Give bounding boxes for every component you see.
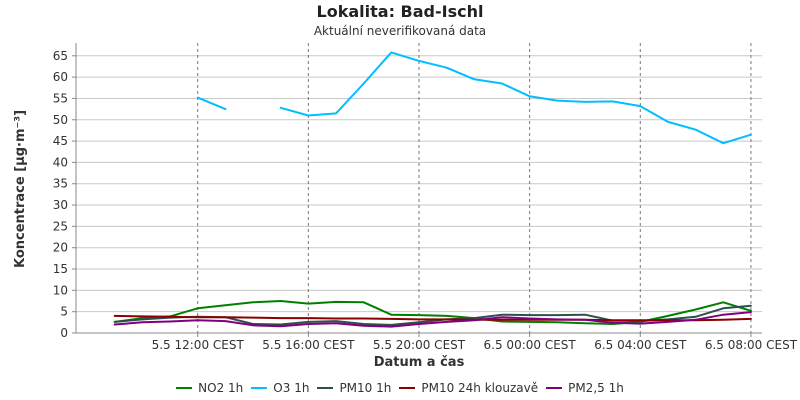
y-tick-label: 35 xyxy=(53,177,68,191)
series-pm2-5-1h xyxy=(113,311,752,328)
tick-labels: 0 5 10 15 20 25 30 35 40 45 50 55 60 65 5.5 12:00 CEST… xyxy=(53,49,798,352)
y-tick-label: 45 xyxy=(53,134,68,148)
chart-title: Lokalita: Bad-Ischl xyxy=(316,2,484,21)
y-tick-label: 20 xyxy=(53,241,68,255)
axes xyxy=(72,43,762,337)
x-tick-label: 5.5 16:00 CEST xyxy=(262,338,355,352)
series-line xyxy=(113,314,752,322)
legend-item: PM10 1h xyxy=(317,381,391,395)
series-lines xyxy=(113,51,752,328)
y-tick-label: 50 xyxy=(53,113,68,127)
series-line xyxy=(196,51,752,145)
x-tick-label: 6.5 00:00 CEST xyxy=(484,338,577,352)
legend-label: PM10 24h klouzavě xyxy=(421,380,539,395)
legend-swatch xyxy=(546,387,563,389)
y-tick-label: 60 xyxy=(53,70,68,84)
y-tick-label: 30 xyxy=(53,198,68,212)
series-line xyxy=(113,311,752,328)
legend-swatch xyxy=(399,387,416,389)
legend-label: O3 1h xyxy=(273,380,310,395)
y-tick-label: 5 xyxy=(60,305,68,319)
legend-swatch xyxy=(176,387,193,389)
x-tick-label: 5.5 12:00 CEST xyxy=(152,338,245,352)
y-tick-label: 65 xyxy=(53,49,68,63)
series-o3-1h xyxy=(196,51,752,145)
y-tick-label: 40 xyxy=(53,155,68,169)
x-tick-label: 6.5 04:00 CEST xyxy=(594,338,687,352)
legend-label: PM10 1h xyxy=(339,380,392,395)
legend-label: PM2,5 1h xyxy=(568,380,624,395)
y-tick-label: 0 xyxy=(60,326,68,340)
y-axis-title: Koncentrace [µg·m⁻³] xyxy=(13,110,28,268)
chart-legend: NO2 1h O3 1h PM10 1h PM10 24h klouzavě PM2,5… xyxy=(0,380,800,395)
legend-label: NO2 1h xyxy=(198,380,244,395)
legend-swatch xyxy=(317,387,334,389)
line-chart: 0 5 10 15 20 25 30 35 40 45 50 55 60 65 5.5 12:00 CEST… xyxy=(13,43,798,370)
y-tick-label: 10 xyxy=(53,283,68,297)
legend-item: PM10 24h klouzavě xyxy=(399,381,538,395)
chart-subtitle: Aktuální neverifikovaná data xyxy=(313,24,487,38)
y-tick-label: 25 xyxy=(53,219,68,233)
grid-lines xyxy=(76,43,762,333)
legend-swatch xyxy=(251,387,268,389)
y-tick-label: 15 xyxy=(53,262,68,276)
legend-item: PM2,5 1h xyxy=(546,381,624,395)
y-tick-label: 55 xyxy=(53,91,68,105)
series-pm10-24h-klouzav- xyxy=(113,314,752,322)
legend-item: O3 1h xyxy=(251,381,309,395)
legend-item: NO2 1h xyxy=(176,381,243,395)
x-tick-label: 5.5 20:00 CEST xyxy=(373,338,466,352)
x-tick-label: 6.5 08:00 CEST xyxy=(705,338,798,352)
x-axis-title: Datum a čas xyxy=(374,355,465,370)
